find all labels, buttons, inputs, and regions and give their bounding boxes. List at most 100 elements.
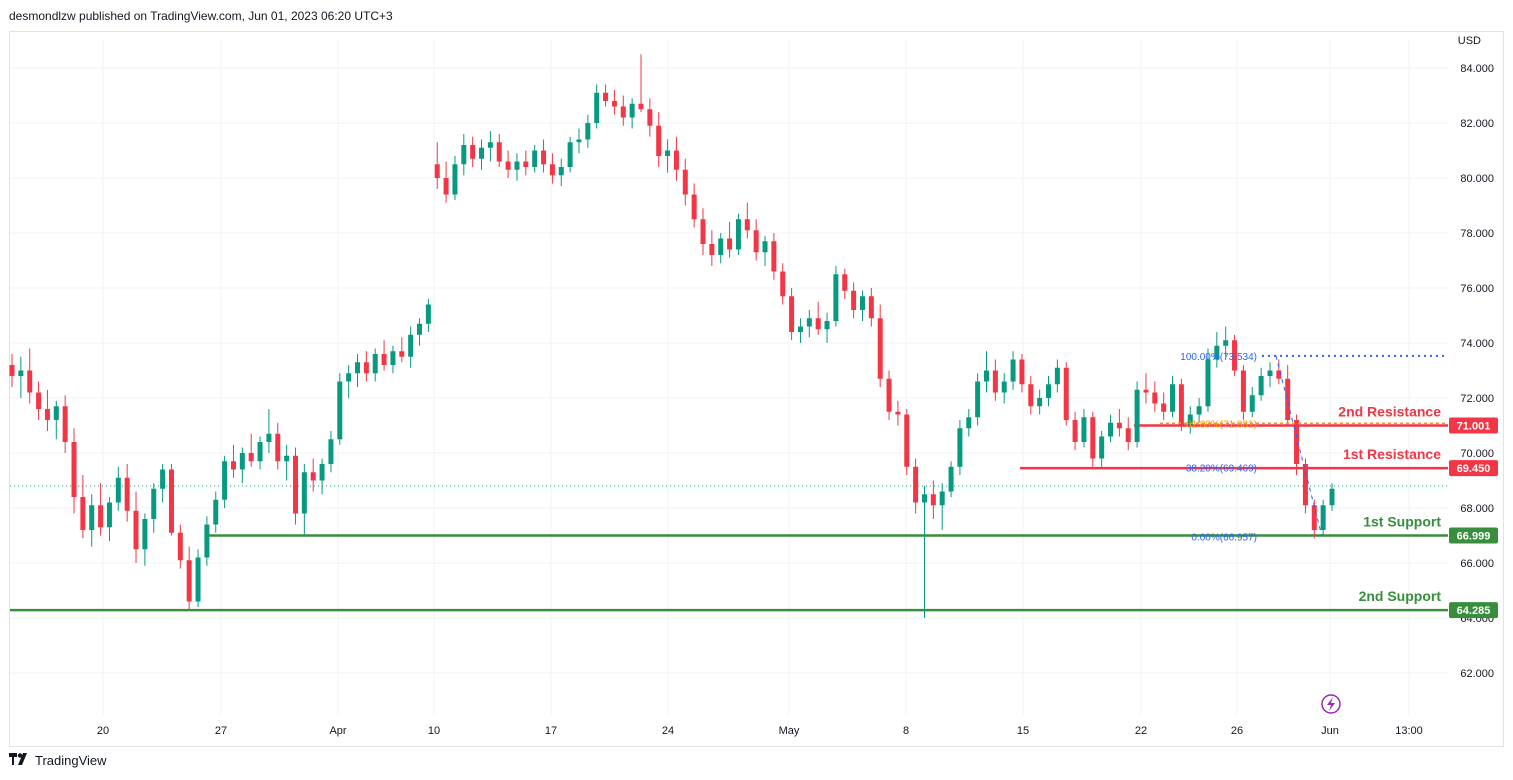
- candle-body: [1240, 370, 1246, 412]
- price-tag: 71.001: [1449, 417, 1498, 434]
- candle-body: [1072, 420, 1078, 442]
- candle-body: [1161, 403, 1167, 412]
- candle: [408, 326, 414, 368]
- candle: [514, 153, 520, 181]
- candle: [195, 549, 201, 607]
- candle: [1143, 373, 1149, 404]
- candle-body: [1001, 381, 1007, 393]
- candle: [709, 230, 715, 266]
- candle-body: [1116, 422, 1122, 429]
- candle-body: [585, 123, 591, 140]
- candle: [301, 464, 307, 536]
- candle-body: [567, 142, 573, 167]
- candle-body: [939, 491, 945, 506]
- grid-layer: [10, 40, 1448, 715]
- candle: [443, 161, 449, 203]
- y-tick-label: 74.000: [1460, 338, 1494, 350]
- candle: [452, 156, 458, 200]
- candle: [505, 150, 511, 178]
- fib-level-label: 0.00%(66.957): [1191, 533, 1257, 544]
- candle-body: [780, 271, 786, 297]
- candle: [275, 422, 281, 470]
- candle-body: [744, 219, 750, 231]
- candle: [1152, 381, 1158, 412]
- candle-body: [514, 161, 520, 170]
- candle: [780, 263, 786, 305]
- candle: [230, 444, 236, 478]
- candle: [1178, 378, 1184, 431]
- y-tick-label: 76.000: [1460, 283, 1494, 295]
- candle-body: [390, 351, 396, 365]
- axis-layer: 84.000 82.000 80.000 78.000 76.000 74.000 72.0…: [97, 35, 1498, 737]
- tradingview-brand[interactable]: TradingView: [35, 753, 107, 768]
- candle: [833, 266, 839, 327]
- candle: [824, 312, 830, 343]
- candle-body: [576, 139, 582, 143]
- candle: [1258, 367, 1264, 401]
- candle: [115, 466, 121, 511]
- candle-body: [328, 439, 334, 464]
- candle: [656, 112, 662, 167]
- candle-body: [815, 318, 821, 330]
- candle: [89, 494, 95, 547]
- candle-body: [36, 392, 42, 409]
- candle-body: [1249, 395, 1255, 412]
- currency-label: USD: [1458, 35, 1481, 47]
- candle: [266, 409, 272, 453]
- candle-body: [762, 241, 768, 253]
- candle-body: [1010, 359, 1016, 382]
- candle: [1276, 359, 1282, 385]
- candle-body: [895, 411, 901, 415]
- tradingview-logo-icon[interactable]: [9, 753, 31, 768]
- candle-body: [1037, 398, 1043, 407]
- price-tag-text: 66.999: [1457, 531, 1491, 543]
- candle: [913, 458, 919, 514]
- candle: [487, 131, 493, 162]
- level-layer: [10, 424, 1448, 612]
- candle-body: [106, 502, 112, 528]
- candle: [310, 458, 316, 492]
- candle: [620, 95, 626, 126]
- candle: [948, 461, 954, 497]
- candle-body: [496, 142, 502, 162]
- candle-body: [541, 150, 547, 165]
- candle: [842, 268, 848, 299]
- candle: [638, 54, 644, 112]
- price-tag-box: [1449, 527, 1498, 544]
- candle-body: [558, 167, 564, 176]
- candle: [151, 483, 157, 533]
- candle: [983, 351, 989, 393]
- lightning-icon[interactable]: [1321, 694, 1341, 714]
- fib-trendline: [1275, 355, 1323, 537]
- candle: [682, 158, 688, 206]
- footer: TradingView: [9, 753, 107, 768]
- candle: [284, 444, 290, 481]
- candle-body: [195, 557, 201, 602]
- candle: [904, 409, 910, 475]
- candle-body: [168, 469, 174, 533]
- candle: [62, 395, 68, 453]
- candle-body: [53, 406, 59, 420]
- candle: [239, 447, 245, 484]
- candle-body: [1285, 378, 1291, 420]
- x-tick-label: 13:00: [1395, 725, 1423, 737]
- candle-body: [1320, 505, 1326, 530]
- y-tick-label: 62.000: [1460, 668, 1494, 680]
- candle-body: [1205, 359, 1211, 407]
- candle-body: [983, 370, 989, 382]
- candle-body: [975, 381, 981, 418]
- candle-body: [505, 161, 511, 170]
- candle: [248, 433, 254, 467]
- candle: [257, 436, 263, 470]
- candle: [771, 233, 777, 280]
- candle-body: [372, 354, 378, 374]
- candle-body: [877, 318, 883, 379]
- candle-body: [399, 351, 405, 357]
- candle-body: [1232, 340, 1238, 371]
- x-tick-label: Jun: [1321, 725, 1339, 737]
- candle: [1099, 431, 1105, 467]
- candle-body: [1214, 345, 1220, 360]
- candle: [851, 282, 857, 319]
- candle-body: [417, 323, 423, 335]
